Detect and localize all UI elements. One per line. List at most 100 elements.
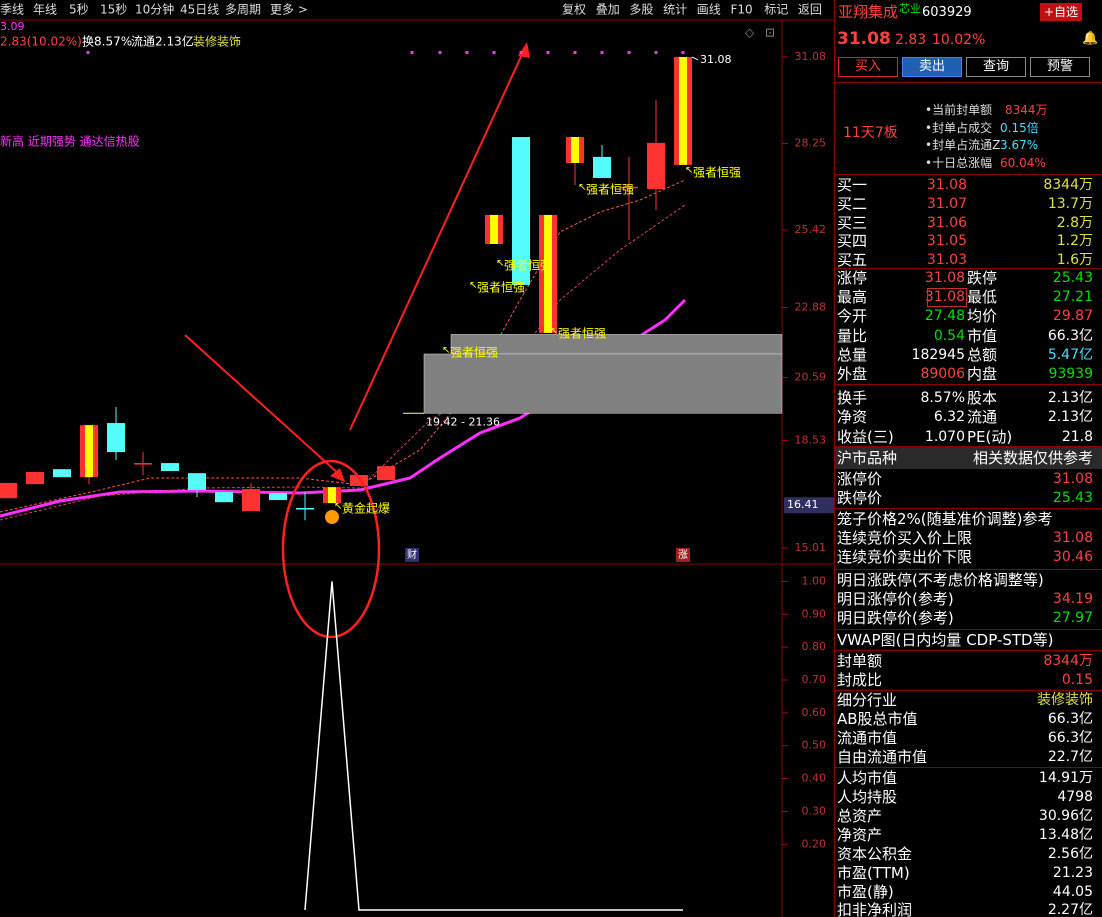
limit-dot — [681, 51, 685, 54]
action-button[interactable]: 查询 — [966, 57, 1026, 77]
annotation-pin: ↖ — [442, 345, 450, 356]
limit-stripe — [490, 214, 498, 244]
stat-value: 89006 — [920, 366, 965, 382]
stat-value: 66.3亿 — [1047, 327, 1093, 344]
list-label: 细分行业 — [837, 691, 898, 709]
event-marker-bg — [405, 548, 419, 562]
annotation-pin: ↖ — [469, 280, 477, 291]
annotation-pin: ↖ — [334, 501, 342, 512]
section-bg — [835, 447, 1102, 469]
book-volume: 2.8万 — [1056, 214, 1093, 231]
action-button[interactable]: 预警 — [1030, 57, 1090, 77]
toolbar-tab[interactable]: 10分钟 — [135, 2, 174, 17]
stat-value: 0.54 — [933, 327, 965, 344]
list-label: 总资产 — [837, 807, 883, 825]
y-tick-label: 22.88 — [795, 301, 827, 314]
stock-name: 亚翔集成 — [838, 3, 899, 21]
ma-line — [0, 204, 686, 521]
toolbar-tab[interactable]: 更多 > — [270, 3, 308, 17]
toolbar-tab[interactable]: 15秒 — [100, 3, 127, 17]
list-label: 跌停价 — [837, 489, 883, 507]
section-right: 相关数据仅供参考 — [972, 449, 1093, 467]
limit-dot — [654, 51, 658, 54]
limit-dot — [492, 51, 496, 54]
toolbar-tab[interactable]: 季线 — [0, 3, 24, 17]
icon[interactable]: ⊡ — [765, 26, 775, 40]
change: 2.83(10.02%) — [0, 35, 82, 49]
toolbar-button[interactable]: 返回 — [798, 3, 822, 17]
action-button[interactable]: 卖出 — [902, 57, 962, 77]
stat-value: 5.47亿 — [1047, 346, 1093, 363]
toolbar-button[interactable]: 标记 — [764, 3, 788, 17]
toolbar-button[interactable]: 多股 — [629, 3, 653, 17]
list-value: 31.08 — [1052, 530, 1093, 546]
price-pct: 10.02% — [932, 32, 986, 48]
list-value: 66.3亿 — [1047, 730, 1093, 746]
indicator-line — [304, 581, 683, 911]
toolbar-button[interactable]: 复权 — [562, 3, 586, 17]
price: 31.08 — [837, 29, 891, 49]
turnover: 换8.57% — [82, 35, 132, 49]
stat-value: 2.13亿 — [1047, 390, 1093, 407]
stat-label: PE(动) — [967, 427, 1013, 446]
event-marker-bg — [676, 548, 690, 562]
limit-dot — [627, 51, 631, 54]
streak: 11天7板 — [843, 125, 898, 141]
add-watch[interactable]: +自选 — [1040, 3, 1083, 21]
list-value: 22.7亿 — [1047, 749, 1093, 765]
annotation: 强者恒强 — [693, 166, 741, 180]
list-value: 8344万 — [1043, 653, 1093, 669]
list-label: 人均持股 — [837, 788, 898, 806]
action-button[interactable]: 买入 — [838, 57, 898, 77]
list-label: 市盈(TTM) — [837, 864, 910, 882]
list-value: 44.05 — [1052, 884, 1093, 900]
y-tick-label: 1.00 — [802, 574, 827, 587]
stat-label: 均价 — [967, 307, 998, 326]
stat-value: 31.08 — [924, 289, 965, 306]
toolbar-tab[interactable]: 5秒 — [69, 3, 89, 17]
book-volume: 1.6万 — [1056, 252, 1093, 269]
list-label: 市盈(静) — [837, 883, 894, 901]
ma-value: 3.09 — [0, 20, 25, 33]
stat-value: 29.87 — [1052, 308, 1093, 325]
toolbar-button[interactable]: 画线 — [697, 3, 721, 17]
limit-stripe — [544, 214, 552, 333]
toolbar-button[interactable]: F10 — [731, 3, 753, 17]
list-label: 明日跌停价(参考) — [837, 609, 954, 627]
tags: 新高 近期强势 通达信热股 — [0, 134, 140, 149]
list-value: 66.3亿 — [1047, 711, 1093, 727]
limit-dot — [86, 51, 90, 54]
stat-label: 涨停 — [837, 269, 868, 287]
list-label: 封成比 — [837, 671, 883, 689]
stat-value: 1.070 — [924, 428, 965, 445]
stat-label: 量比 — [837, 326, 868, 345]
y-tick-label: 25.42 — [795, 223, 827, 236]
sector-tag: 芯业 — [899, 2, 921, 15]
y-tick-label: 31.08 — [795, 50, 827, 63]
quote-panel: 亚翔集成 芯业 603929 +自选 31.08 2.83 10.02% 🔔 买入 卖出 查询 预警 1… — [834, 0, 1102, 917]
candle-body — [350, 474, 368, 486]
signal-icon — [325, 510, 339, 524]
sep — [835, 767, 1102, 768]
y-tick-label: 0.40 — [802, 772, 827, 785]
y-tick-label: 0.60 — [802, 706, 827, 719]
limit-stripe — [571, 137, 579, 164]
list-label: 明日涨跌停(不考虑价格调整等) — [837, 571, 1044, 589]
toolbar-tab[interactable]: 年线 — [33, 3, 57, 17]
stat-label: 最低 — [967, 288, 998, 307]
icon[interactable]: ◇ — [745, 26, 755, 40]
gap-box — [423, 353, 783, 414]
toolbar-button[interactable]: 统计 — [663, 3, 687, 17]
toolbar-button[interactable]: 叠加 — [596, 3, 620, 17]
ma-line — [0, 179, 686, 513]
toolbar-tab[interactable]: 45日线 — [180, 3, 219, 17]
candle-body — [296, 507, 314, 510]
list-value: 34.19 — [1052, 591, 1093, 607]
candle-body — [647, 142, 665, 189]
toolbar-tab[interactable]: 多周期 — [225, 3, 261, 17]
stat-value: 25.43 — [1052, 270, 1093, 286]
list-label: 涨停价 — [837, 470, 883, 488]
annotation: 黄金起爆 — [342, 501, 390, 516]
stat-label: 总额 — [967, 345, 998, 364]
annotation: 强者恒强 — [586, 183, 634, 197]
